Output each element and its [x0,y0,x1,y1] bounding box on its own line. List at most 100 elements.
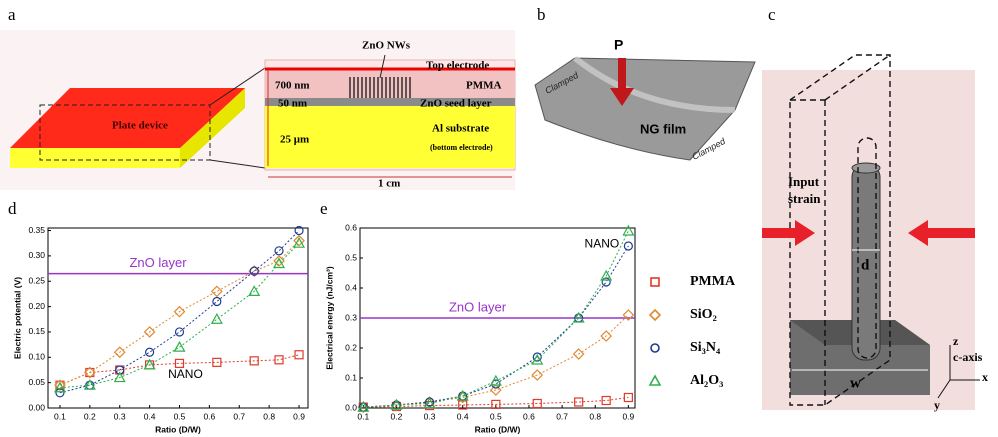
marker [174,358,185,368]
label: 1 cm [378,178,400,190]
x-tick-label: 0.2 [391,411,403,421]
label: 50 nm [278,98,307,110]
marker [274,246,284,256]
y-tick-label: 0.5 [345,252,357,262]
label: d [861,257,870,273]
marker [489,374,502,386]
marker [55,388,65,398]
marker [115,365,125,375]
x-axis-label: Ratio (D/W) [475,424,521,434]
y-tick-label: 0.1 [345,372,357,382]
marker [274,355,284,365]
plot-area [47,227,309,409]
marker [623,392,633,403]
legend-marker [650,277,660,287]
marker [211,285,223,298]
y-axis-label: Electric potential (V) [12,277,22,359]
panel-label: e [320,199,328,218]
x-tick-label: 0.9 [622,411,634,421]
fit-line [363,230,629,408]
marker [600,330,613,342]
marker [489,384,502,396]
label: (bottom electrode) [430,143,493,152]
zoom-line [209,159,266,169]
label: ZnO NWs [362,40,411,52]
y-tick-label: 0.20 [28,301,45,311]
marker [212,357,222,367]
legend-label: SiO₂ [690,307,717,322]
fit-line [59,354,300,386]
marker [212,296,222,307]
reference-label: ZnO layer [449,299,507,314]
marker [85,367,95,378]
x-tick-label: 0.3 [424,411,436,421]
panel-a: a Plate device ZnO NWs Top electrode 700… [0,5,516,190]
marker [601,395,611,406]
y-tick-label: 0.10 [28,352,45,362]
plate-side [180,88,245,168]
plate-front [10,148,180,168]
marker [458,400,468,410]
marker [83,366,96,379]
x-tick-label: 0.1 [357,411,369,421]
marker [572,348,585,360]
y-tick-label: 0.00 [28,402,45,412]
marker [249,356,259,366]
marker [210,313,223,324]
marker [294,225,304,236]
y-tick-label: 0.2 [345,342,357,352]
label: ZnO seed layer [420,98,492,110]
y-tick-label: 0.05 [28,377,45,387]
legend-label: PMMA [690,274,736,289]
marker [574,397,584,407]
label: Plate device [112,120,168,132]
x-tick-label: 0.2 [84,411,96,421]
marker [143,326,156,338]
marker [145,347,155,357]
label: Top electrode [426,60,489,72]
y-tick-label: 0.4 [345,282,357,292]
film-shine [573,55,736,113]
marker [248,285,261,296]
x-tick-label: 0.8 [263,411,275,421]
x-tick-label: 0.5 [490,411,502,421]
label: x [982,370,988,384]
marker [113,346,126,359]
label: strain [788,191,821,206]
marker [572,311,585,323]
y-tick-label: 0.15 [28,326,45,336]
marker [623,241,633,251]
label: c-axis [953,350,983,364]
label: P [614,37,623,53]
marker [531,353,544,365]
x-tick-label: 0.6 [203,411,215,421]
x-tick-label: 0.3 [114,411,126,421]
marker [249,266,259,276]
y-tick-label: 0.25 [28,275,45,285]
x-axis-label: Ratio (D/W) [155,424,201,434]
marker [113,371,126,383]
strain-arrow-head [908,220,928,246]
marker [173,305,186,318]
y-tick-label: 0.3 [345,312,357,322]
film [534,57,756,161]
marker [293,234,305,247]
x-tick-label: 0.6 [523,411,535,421]
x-tick-label: 0.5 [174,411,186,421]
marker [143,358,156,370]
pointer [379,54,386,79]
y-axis-label: Electrical energy (nJ/cm³) [324,266,334,370]
marker [532,352,542,362]
x-tick-label: 0.8 [589,411,601,421]
label: Input [788,174,820,189]
fit-line [59,230,300,394]
fit-line [59,242,300,389]
panel-label: a [8,5,16,24]
annotation: NANO [585,237,620,251]
marker [174,327,185,337]
legend-label: Si₃N₄ [690,340,721,355]
marker [54,379,66,392]
zoom-line [209,67,266,106]
x-tick-label: 0.7 [233,411,245,421]
panel-b: b P Clamped NG film Clamped [534,5,756,162]
